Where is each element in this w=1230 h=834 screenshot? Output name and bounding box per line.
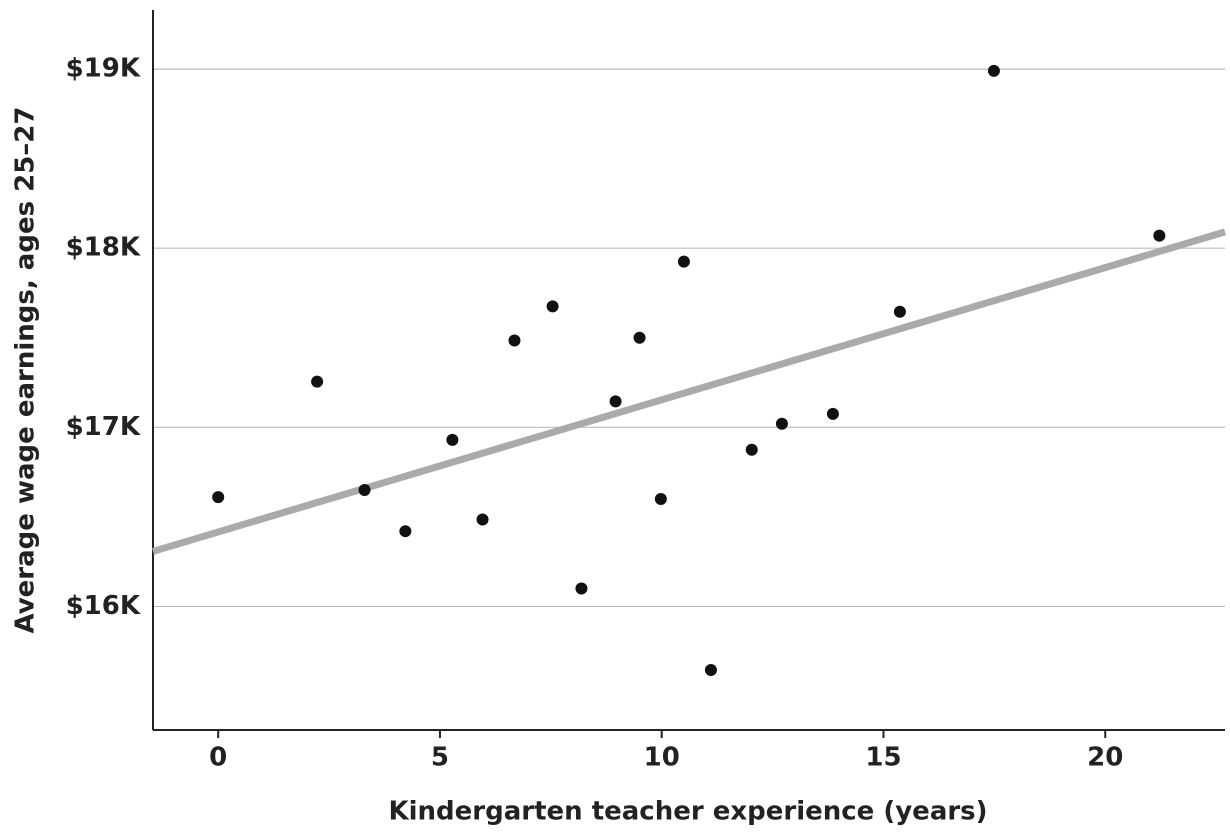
y-tick-label: $16K	[66, 591, 141, 621]
point	[633, 331, 646, 344]
point	[704, 664, 717, 676]
point	[775, 417, 788, 430]
trend-line	[152, 228, 1226, 555]
point	[987, 64, 1000, 77]
y-tick-label: $18K	[66, 233, 141, 263]
point	[745, 443, 758, 456]
x-tick-label: 10	[644, 743, 680, 773]
point	[311, 375, 324, 388]
point	[446, 433, 459, 446]
point	[399, 525, 412, 538]
y-axis-label: Average wage earnings, ages 25–27	[11, 107, 41, 634]
point	[677, 255, 690, 268]
y-tick-label: $17K	[66, 412, 141, 442]
point	[826, 407, 839, 420]
point	[212, 491, 225, 504]
point	[654, 492, 667, 505]
point	[358, 484, 371, 496]
x-tick-label: 15	[865, 743, 901, 773]
point	[893, 305, 906, 318]
point	[546, 300, 559, 313]
point	[1153, 229, 1166, 242]
y-tick-label: $19K	[66, 54, 141, 84]
point	[575, 582, 588, 595]
point	[508, 334, 521, 347]
point	[609, 395, 622, 408]
x-axis-label: Kindergarten teacher experience (years)	[388, 797, 987, 827]
point	[476, 513, 489, 526]
x-tick-label: 5	[431, 743, 449, 773]
x-tick-label: 20	[1087, 743, 1123, 773]
x-tick-label: 0	[209, 743, 227, 773]
